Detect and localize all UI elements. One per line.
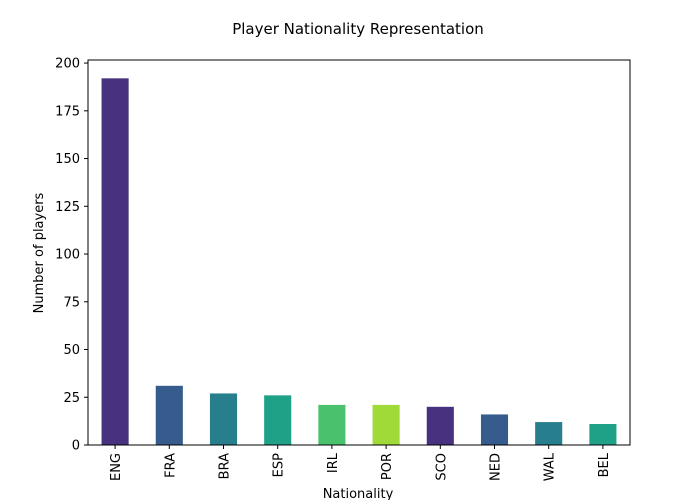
y-axis-label: Number of players [32, 192, 47, 313]
x-tick-label: SCO [434, 453, 449, 481]
y-tick-label: 125 [55, 200, 80, 215]
x-tick-label: ENG [109, 453, 124, 481]
x-tick-label: NED [489, 453, 504, 481]
x-tick-label: POR [380, 453, 395, 480]
chart-title: Player Nationality Representation [232, 20, 484, 38]
y-tick-label: 150 [55, 152, 80, 167]
bar-eng [101, 78, 129, 445]
x-tick-label: WAL [543, 452, 558, 481]
y-tick-label: 175 [55, 104, 80, 119]
bar-sco [426, 406, 454, 445]
y-tick-label: 200 [55, 57, 80, 72]
y-tick-label: 50 [63, 343, 80, 358]
bar-fra [155, 385, 183, 445]
bar-wal [535, 422, 563, 445]
plot-frame [87, 59, 631, 446]
x-tick-label: IRL [326, 452, 341, 473]
y-tick-label: 75 [63, 295, 80, 310]
bar-bra [209, 393, 238, 445]
y-ticks-group: 0 25 50 75 100 125 150 175 200 [55, 57, 88, 454]
x-tick-label: BEL [597, 452, 612, 477]
bars-group [101, 78, 617, 445]
x-tick-label: ESP [272, 453, 287, 477]
bar-por [372, 404, 400, 445]
x-axis-label: Nationality [323, 487, 394, 500]
bar-bel [589, 423, 617, 445]
bar-esp [264, 395, 292, 445]
x-tick-label: BRA [218, 453, 233, 479]
y-tick-label: 0 [72, 439, 80, 454]
bar-irl [318, 404, 346, 445]
y-tick-label: 25 [63, 391, 80, 406]
bar-ned [480, 414, 509, 445]
x-ticks-group: ENG FRA BRA ESP IRL POR SCO NED WAL BEL [109, 445, 612, 481]
y-tick-label: 100 [55, 248, 80, 263]
x-tick-label: FRA [163, 453, 178, 478]
